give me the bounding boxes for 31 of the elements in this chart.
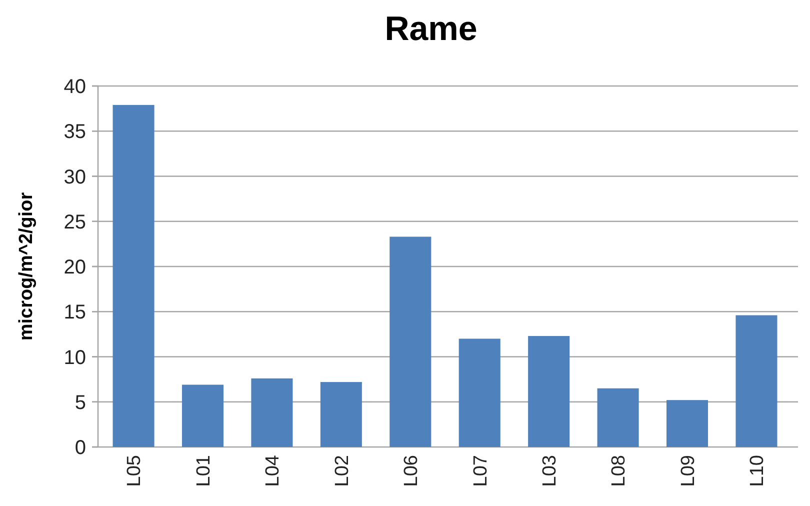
x-tick-label: L07 xyxy=(470,455,492,487)
bar xyxy=(182,384,224,447)
y-tick-label: 30 xyxy=(64,166,86,188)
y-tick-label: 15 xyxy=(64,302,86,324)
bar xyxy=(666,400,708,447)
x-tick-label: L01 xyxy=(193,455,214,487)
y-axis-title: microg/m^2/gior xyxy=(16,192,37,341)
x-tick-label: L05 xyxy=(124,455,146,487)
y-tick-label: 10 xyxy=(64,346,86,369)
x-tick-label: L10 xyxy=(747,455,768,487)
bar xyxy=(320,382,362,447)
bar xyxy=(736,315,778,447)
y-tick-label: 5 xyxy=(74,392,86,414)
x-tick-label: L04 xyxy=(262,454,284,487)
x-tick-label: L03 xyxy=(539,455,560,487)
bar xyxy=(597,388,639,447)
y-tick-label: 25 xyxy=(64,211,86,234)
y-tick-label: 0 xyxy=(74,437,86,459)
x-tick-label: L09 xyxy=(678,455,699,487)
y-tick-label: 40 xyxy=(64,76,86,98)
bar xyxy=(390,236,432,447)
y-tick-label: 20 xyxy=(64,256,86,278)
bar xyxy=(458,338,500,447)
x-tick-label: L06 xyxy=(401,455,422,487)
bar xyxy=(112,104,154,447)
x-tick-label: L02 xyxy=(332,455,353,487)
bar xyxy=(251,378,293,447)
x-tick-label: L08 xyxy=(608,455,630,487)
chart-title: Rame xyxy=(384,10,478,48)
bar xyxy=(528,336,570,447)
y-tick-label: 35 xyxy=(64,121,86,144)
